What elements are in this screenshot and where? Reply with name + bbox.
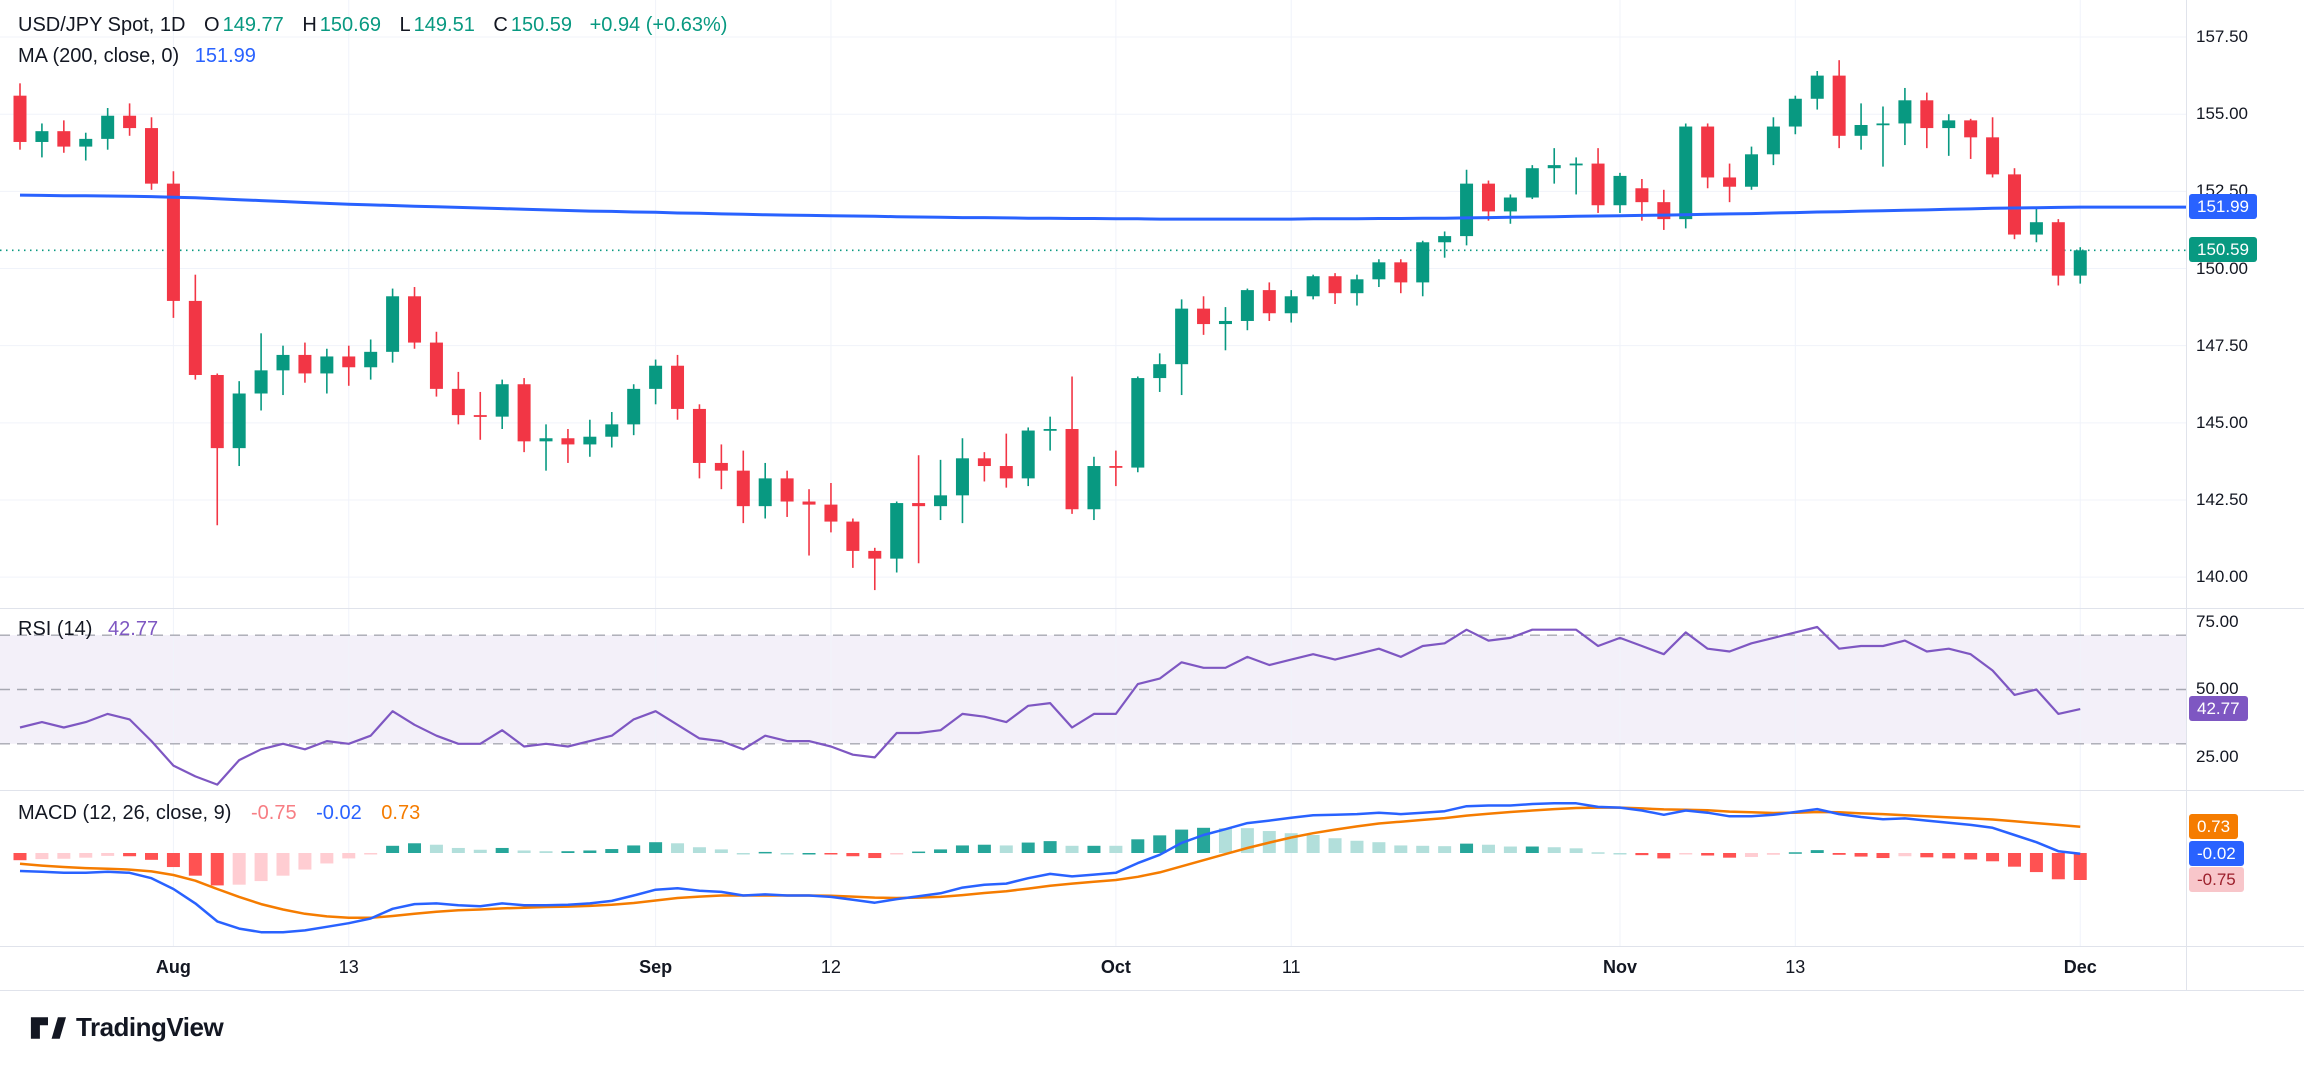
tradingview-logo-icon	[30, 1016, 66, 1039]
low-label: L	[399, 14, 411, 36]
ma-indicator-row: MA (200, close, 0) 151.99	[18, 41, 727, 72]
tradingview-brand-text: TradingView	[76, 1012, 224, 1042]
macd-hist-value: -0.75	[250, 802, 297, 824]
ma-indicator-label: MA (200, close, 0)	[18, 45, 180, 67]
high-label: H	[302, 14, 317, 36]
low-value: 149.51	[413, 14, 475, 36]
symbol-title: USD/JPY Spot, 1D	[18, 14, 186, 36]
change-value: +0.94 (+0.63%)	[589, 14, 728, 36]
main-chart-legend[interactable]: USD/JPY Spot, 1D O 149.77 H 150.69 L 149.51…	[18, 10, 727, 72]
macd-signal-value: 0.73	[381, 802, 421, 824]
rsi-legend[interactable]: RSI (14) 42.77	[18, 614, 158, 645]
symbol-ohlc-row: USD/JPY Spot, 1D O 149.77 H 150.69 L 149.51…	[18, 10, 727, 41]
high-value: 150.69	[319, 14, 381, 36]
close-value: 150.59	[510, 14, 573, 36]
macd-line-value: -0.02	[316, 802, 362, 824]
open-value: 149.77	[222, 14, 284, 36]
rsi-label: RSI (14)	[18, 618, 93, 640]
rsi-value: 42.77	[108, 618, 159, 640]
open-label: O	[204, 14, 220, 36]
macd-legend[interactable]: MACD (12, 26, close, 9) -0.75 -0.02 0.73	[18, 798, 420, 829]
ma-indicator-value: 151.99	[194, 45, 256, 67]
tradingview-footer[interactable]: TradingView	[30, 1012, 224, 1043]
macd-label: MACD (12, 26, close, 9)	[18, 802, 232, 824]
close-label: C	[493, 14, 508, 36]
